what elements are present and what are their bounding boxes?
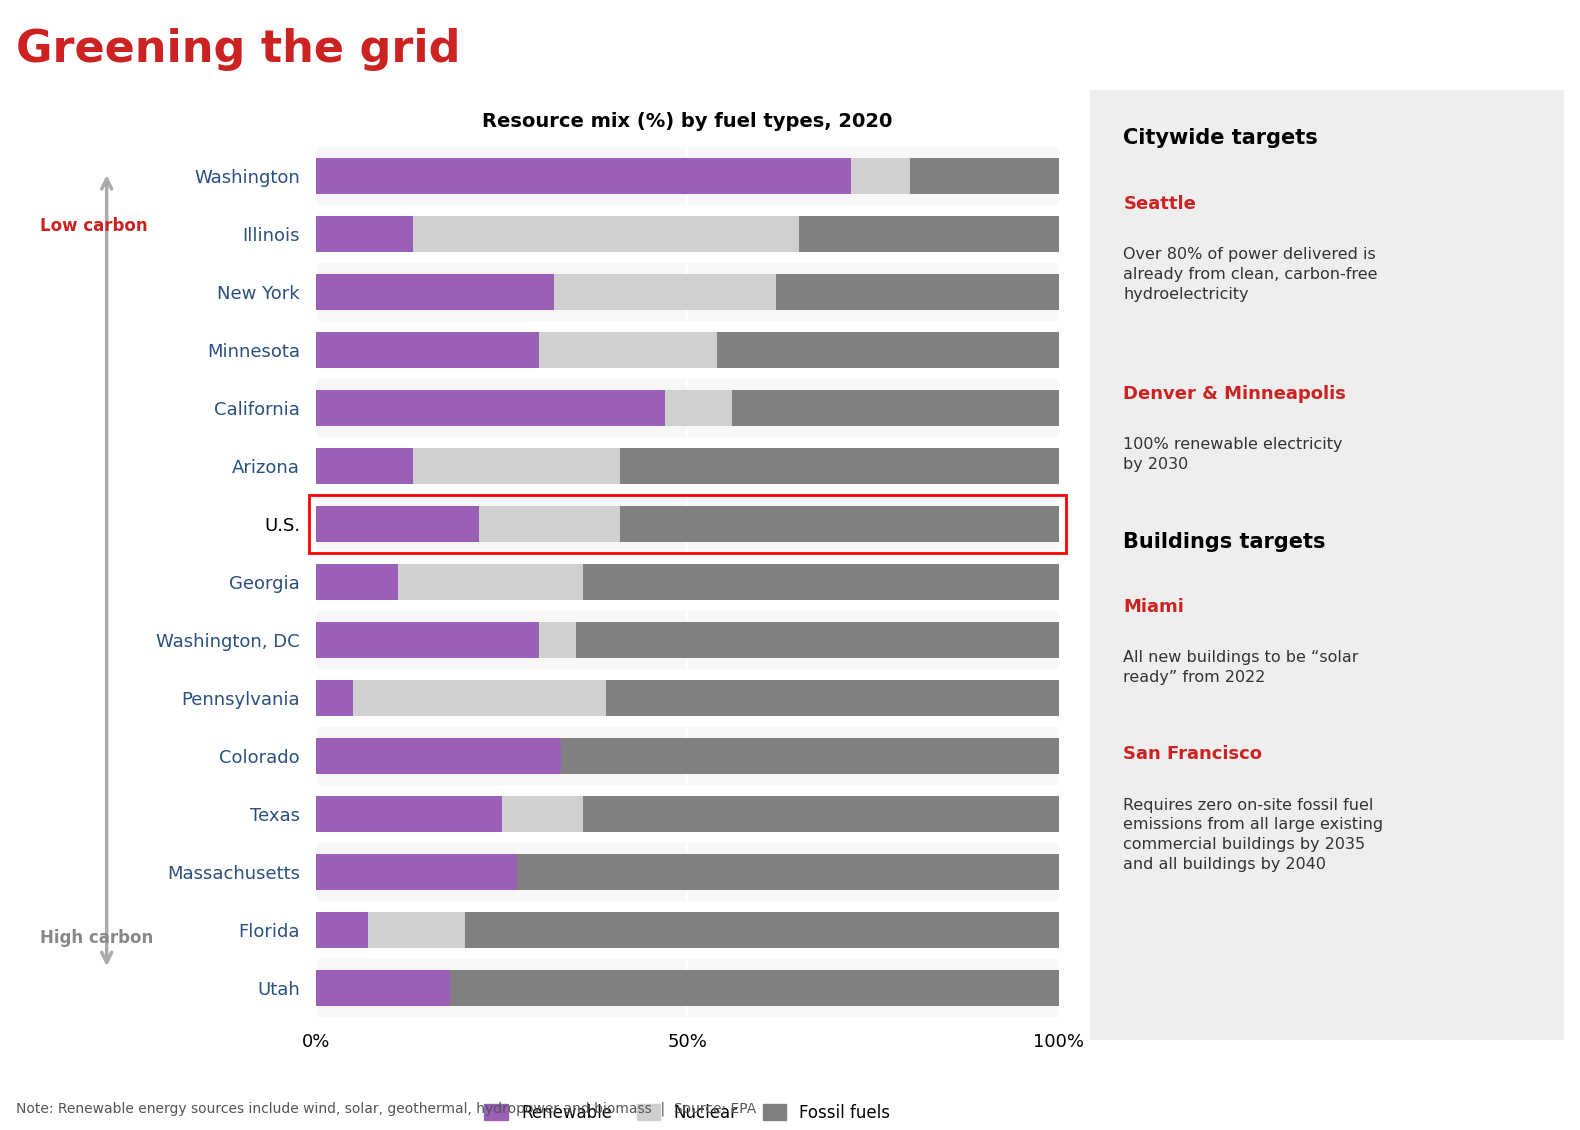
Bar	[316, 158, 850, 194]
Bar	[316, 437, 1059, 495]
Bar	[316, 390, 665, 426]
Title: Resource mix (%) by fuel types, 2020: Resource mix (%) by fuel types, 2020	[482, 113, 893, 131]
Bar	[412, 216, 799, 252]
Bar	[910, 158, 1059, 194]
Bar	[316, 727, 1059, 785]
Bar	[850, 158, 910, 194]
Bar	[316, 611, 1059, 669]
Bar	[539, 332, 717, 368]
Text: Buildings targets: Buildings targets	[1123, 532, 1326, 551]
Bar	[316, 506, 479, 542]
Bar	[798, 216, 1059, 252]
Bar	[316, 216, 412, 252]
Text: San Francisco: San Francisco	[1123, 746, 1262, 764]
Bar	[316, 970, 450, 1006]
Bar	[368, 912, 465, 948]
Bar	[316, 263, 1059, 321]
Bar	[561, 738, 1059, 774]
Bar	[450, 970, 1059, 1006]
Bar	[621, 506, 1059, 542]
Bar	[316, 379, 1059, 437]
Bar	[316, 912, 368, 948]
Bar	[717, 332, 1059, 368]
Bar	[316, 680, 354, 716]
Bar	[316, 738, 561, 774]
Bar	[316, 843, 1059, 901]
Bar	[316, 447, 412, 484]
Text: All new buildings to be “solar
ready” from 2022: All new buildings to be “solar ready” fr…	[1123, 651, 1359, 685]
Bar	[316, 205, 1059, 263]
Bar	[575, 622, 1059, 658]
Text: Citywide targets: Citywide targets	[1123, 129, 1318, 148]
Text: Note: Renewable energy sources include wind, solar, geothermal, hydropower and b: Note: Renewable energy sources include w…	[16, 1102, 757, 1116]
Bar	[605, 680, 1059, 716]
Bar	[316, 796, 502, 832]
Text: Miami: Miami	[1123, 598, 1185, 616]
Bar	[583, 564, 1059, 600]
Text: High carbon: High carbon	[40, 929, 153, 947]
Bar	[398, 564, 583, 600]
Bar	[316, 959, 1059, 1017]
Bar	[621, 447, 1059, 484]
Bar	[316, 564, 398, 600]
Bar	[539, 622, 575, 658]
Bar	[316, 147, 1059, 205]
Bar	[354, 680, 605, 716]
Bar	[316, 785, 1059, 843]
Bar	[316, 854, 517, 890]
Bar	[316, 622, 539, 658]
Bar	[732, 390, 1059, 426]
Bar	[316, 669, 1059, 727]
Bar	[553, 273, 776, 310]
Bar	[583, 796, 1059, 832]
Bar	[479, 506, 621, 542]
Text: Requires zero on-site fossil fuel
emissions from all large existing
commercial b: Requires zero on-site fossil fuel emissi…	[1123, 798, 1384, 872]
Bar	[412, 447, 621, 484]
Text: Greening the grid: Greening the grid	[16, 28, 460, 71]
Bar	[316, 321, 1059, 379]
Bar	[517, 854, 1059, 890]
Bar	[316, 332, 539, 368]
Text: 100% renewable electricity
by 2030: 100% renewable electricity by 2030	[1123, 437, 1343, 471]
Text: Over 80% of power delivered is
already from clean, carbon-free
hydroelectricity: Over 80% of power delivered is already f…	[1123, 247, 1378, 302]
Text: Low carbon: Low carbon	[40, 217, 147, 235]
Bar	[316, 495, 1059, 553]
Bar	[502, 796, 583, 832]
Text: Denver & Minneapolis: Denver & Minneapolis	[1123, 384, 1346, 402]
Legend: Renewable, Nuclear, Fossil fuels: Renewable, Nuclear, Fossil fuels	[485, 1104, 890, 1122]
Bar	[316, 901, 1059, 959]
Bar	[316, 553, 1059, 611]
Bar	[665, 390, 732, 426]
Bar	[465, 912, 1059, 948]
Bar	[776, 273, 1059, 310]
Bar	[316, 273, 553, 310]
Text: Seattle: Seattle	[1123, 194, 1196, 212]
